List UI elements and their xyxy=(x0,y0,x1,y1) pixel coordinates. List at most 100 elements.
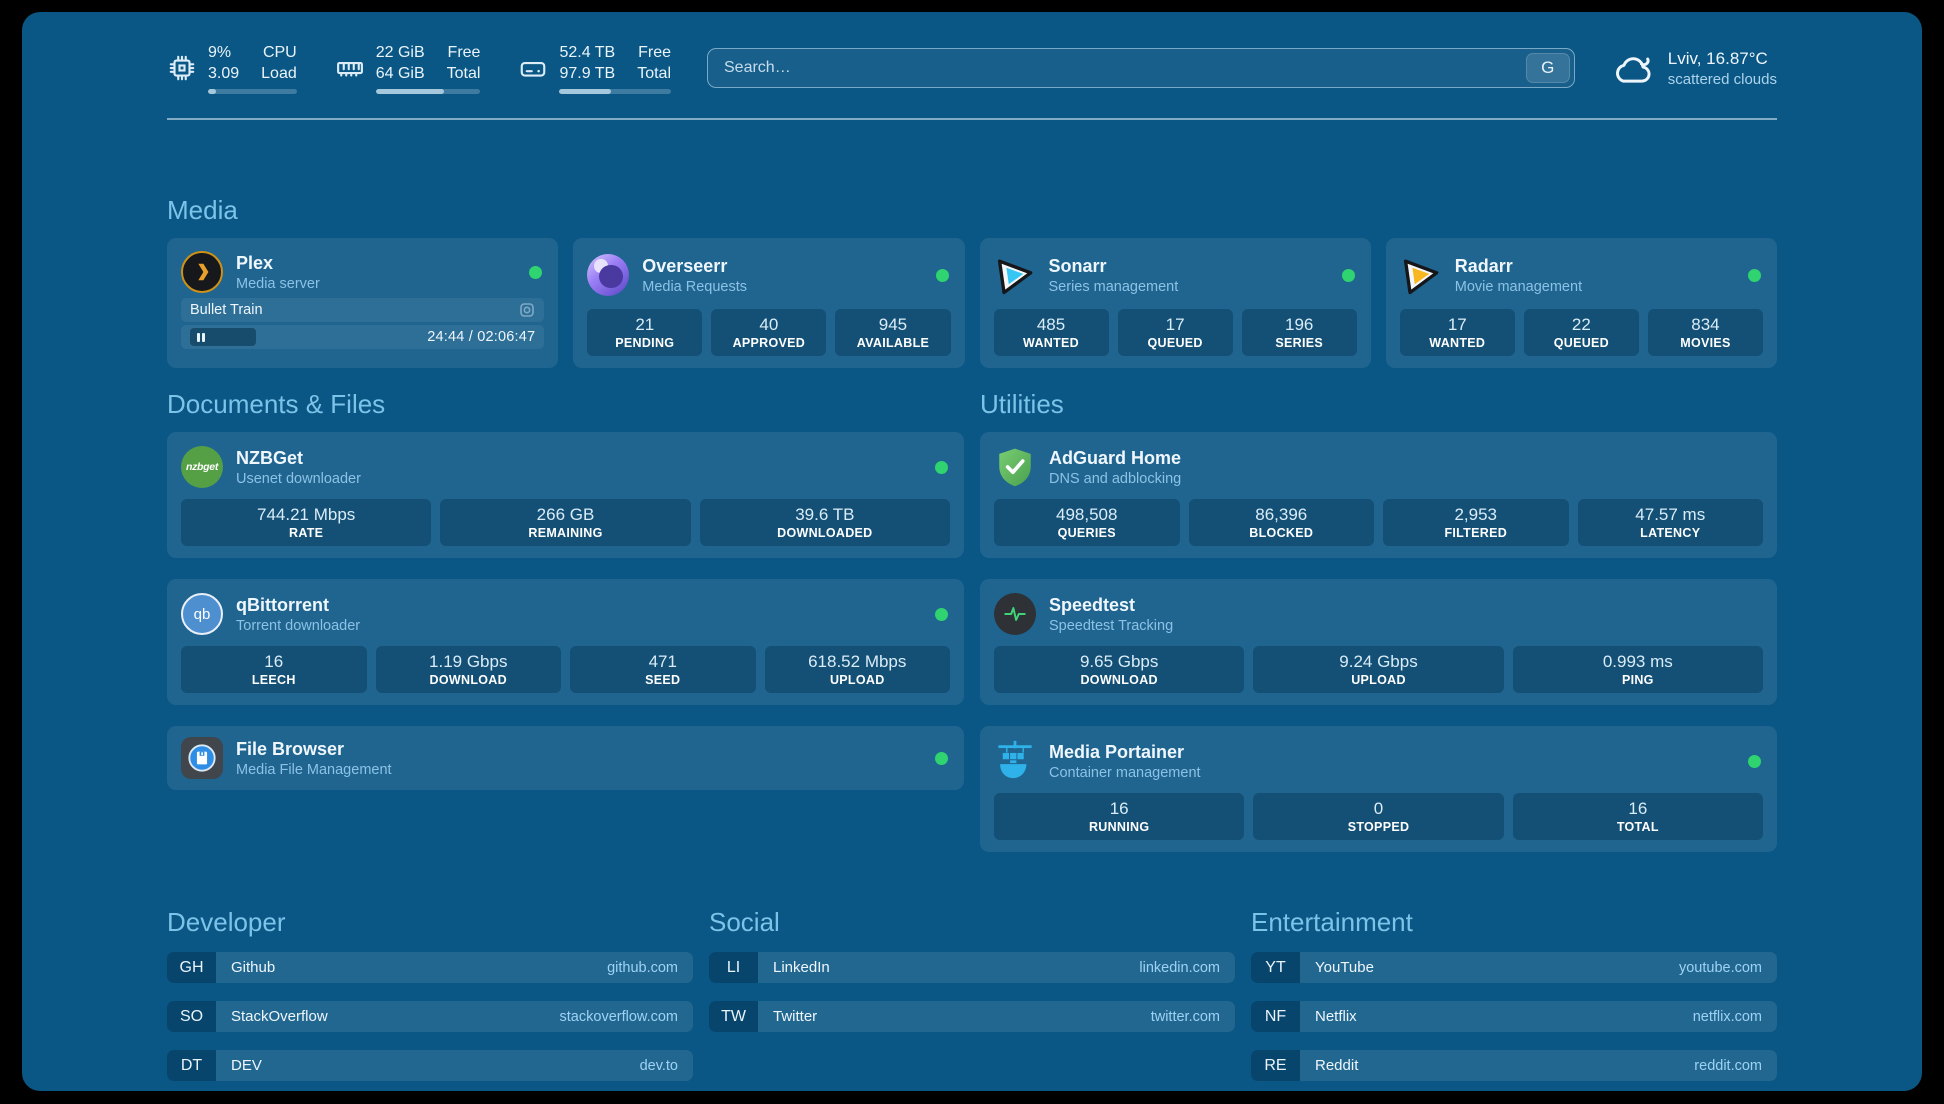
stat-label: LATENCY xyxy=(1640,525,1701,540)
stat-label: WANTED xyxy=(1429,335,1486,350)
radarr-icon xyxy=(1400,254,1442,296)
service-card-adguard[interactable]: AdGuard Home DNS and adblocking 498,508 … xyxy=(980,432,1777,558)
stat-value: 39.6 TB xyxy=(795,504,855,524)
service-description: Media File Management xyxy=(236,761,392,778)
status-dot xyxy=(529,265,543,279)
bookmark-twitter[interactable]: TW Twitter twitter.com xyxy=(709,1001,1235,1032)
service-name: Speedtest xyxy=(1049,594,1136,615)
bookmark-abbr: NF xyxy=(1251,1001,1300,1032)
pause-icon xyxy=(197,332,205,342)
stat-label: PENDING xyxy=(615,335,675,350)
stat-value: 16 xyxy=(1109,798,1129,818)
now-playing-row: Bullet Train xyxy=(181,298,545,322)
nzbget-icon: nzbget xyxy=(181,446,223,488)
bookmark-domain: netflix.com xyxy=(1692,1008,1762,1025)
bookmark-name: LinkedIn xyxy=(773,959,830,976)
stat-block: 196 SERIES xyxy=(1241,309,1357,356)
bookmark-dev[interactable]: DT DEV dev.to xyxy=(167,1050,693,1081)
stat-value: 9.24 Gbps xyxy=(1339,651,1418,671)
plex-icon xyxy=(181,251,223,293)
service-card-nzbget[interactable]: nzbget NZBGet Usenet downloader 744.21 M… xyxy=(167,432,964,558)
stat-value: 498,508 xyxy=(1056,504,1118,524)
bookmark-abbr: SO xyxy=(167,1001,216,1032)
bookmark-group-developer: Developer GH Github github.com SO StackO… xyxy=(167,906,693,1081)
stat-block: 86,396 BLOCKED xyxy=(1188,499,1374,546)
bookmark-youtube[interactable]: YT YouTube youtube.com xyxy=(1251,952,1777,983)
stat-value: 266 GB xyxy=(536,504,595,524)
bookmark-abbr: DT xyxy=(167,1050,216,1081)
section-title-entertainment: Entertainment xyxy=(1251,907,1413,937)
bookmark-linkedin[interactable]: LI LinkedIn linkedin.com xyxy=(709,952,1235,983)
filebrowser-icon xyxy=(181,737,223,779)
bookmark-domain: dev.to xyxy=(639,1057,678,1074)
search-input[interactable] xyxy=(707,48,1575,88)
service-description: Movie management xyxy=(1454,278,1583,295)
service-description: Media server xyxy=(236,275,320,292)
bookmark-netflix[interactable]: NF Netflix netflix.com xyxy=(1251,1001,1777,1032)
plex-now-playing-widget: Bullet Train 24:44 / 02:06:47 xyxy=(181,298,545,349)
stat-label: QUEUED xyxy=(1147,335,1203,350)
stat-label: PING xyxy=(1621,672,1654,687)
status-dot xyxy=(1748,754,1761,768)
section-title-documents: Documents & Files xyxy=(167,389,386,419)
stat-label: BLOCKED xyxy=(1249,525,1314,540)
stat-label: RATE xyxy=(289,525,324,540)
bookmark-group-social: Social LI LinkedIn linkedin.com TW Twitt… xyxy=(709,906,1235,1081)
stat-value: 618.52 Mbps xyxy=(808,651,907,671)
memory-total-value: 64 GiB xyxy=(375,65,425,82)
service-description: Series management xyxy=(1048,278,1179,295)
service-card-qbittorrent[interactable]: qb qBittorrent Torrent downloader 16 xyxy=(167,579,964,705)
service-name: Sonarr xyxy=(1048,255,1107,276)
cpu-icon xyxy=(167,53,197,83)
disk-free-value: 52.4 TB xyxy=(559,44,616,61)
bookmark-github[interactable]: GH Github github.com xyxy=(167,952,693,983)
bookmark-abbr: YT xyxy=(1251,952,1300,983)
stat-value: 17 xyxy=(1447,314,1467,334)
search-provider-button[interactable]: G xyxy=(1525,53,1570,83)
service-card-sonarr[interactable]: Sonarr Series management 485 WANTED 17 Q… xyxy=(979,238,1371,368)
stat-label: QUEUED xyxy=(1553,335,1609,350)
status-dot xyxy=(935,268,949,282)
stat-block: 39.6 TB DOWNLOADED xyxy=(699,499,950,546)
documents-column: Documents & Files nzbget NZBGet Usenet d… xyxy=(167,388,964,790)
stat-value: 40 xyxy=(759,314,779,334)
bookmark-group-entertainment: Entertainment YT YouTube youtube.com NF … xyxy=(1251,906,1777,1081)
bookmark-domain: github.com xyxy=(607,959,678,976)
stat-value: 47.57 ms xyxy=(1635,504,1706,524)
media-card-grid: Plex Media server Bullet Train xyxy=(167,238,1777,368)
weather-location-temp: Lviv, 16.87°C xyxy=(1667,48,1768,68)
stat-block: 0.993 ms PING xyxy=(1512,646,1763,693)
stat-value: 9.65 Gbps xyxy=(1079,651,1159,671)
service-card-speedtest[interactable]: Speedtest Speedtest Tracking 9.65 Gbps D… xyxy=(980,579,1777,705)
section-title-social: Social xyxy=(709,907,780,937)
top-bar: 9% 3.09 CPU Load xyxy=(167,12,1777,94)
service-card-portainer[interactable]: Media Portainer Container management 16 … xyxy=(980,726,1777,852)
service-card-radarr[interactable]: Radarr Movie management 17 WANTED 22 QUE… xyxy=(1385,238,1777,368)
service-name: qBittorrent xyxy=(236,594,329,615)
disk-widget: 52.4 TB 97.9 TB Free Total xyxy=(518,42,671,94)
stat-label: TOTAL xyxy=(1616,819,1659,834)
bookmark-stackoverflow[interactable]: SO StackOverflow stackoverflow.com xyxy=(167,1001,693,1032)
bookmark-abbr: GH xyxy=(167,952,216,983)
stat-block: 1.19 Gbps DOWNLOAD xyxy=(375,646,561,693)
bookmark-reddit[interactable]: RE Reddit reddit.com xyxy=(1251,1050,1777,1081)
service-card-filebrowser[interactable]: File Browser Media File Management xyxy=(167,726,964,790)
bookmark-domain: youtube.com xyxy=(1678,959,1762,976)
service-description: Usenet downloader xyxy=(236,470,361,487)
stat-label: RUNNING xyxy=(1088,819,1150,834)
memory-icon xyxy=(335,53,365,83)
stat-block: 17 QUEUED xyxy=(1117,309,1233,356)
stat-value: 744.21 Mbps xyxy=(257,504,356,524)
stat-value: 1.19 Gbps xyxy=(429,651,508,671)
now-playing-title: Bullet Train xyxy=(190,302,263,318)
disk-icon xyxy=(518,53,548,83)
weather-widget[interactable]: Lviv, 16.87°C scattered clouds xyxy=(1611,48,1777,89)
service-card-plex[interactable]: Plex Media server Bullet Train xyxy=(167,238,559,368)
service-card-overseerr[interactable]: Overseerr Media Requests 21 PENDING 40 A… xyxy=(573,238,965,368)
stat-block: 618.52 Mbps UPLOAD xyxy=(764,646,950,693)
stat-value: 21 xyxy=(635,314,655,334)
stat-block: 22 QUEUED xyxy=(1523,309,1639,356)
memory-widget: 22 GiB 64 GiB Free Total xyxy=(335,42,481,94)
cpu-widget: 9% 3.09 CPU Load xyxy=(167,42,297,94)
free-label: Free xyxy=(638,44,671,61)
